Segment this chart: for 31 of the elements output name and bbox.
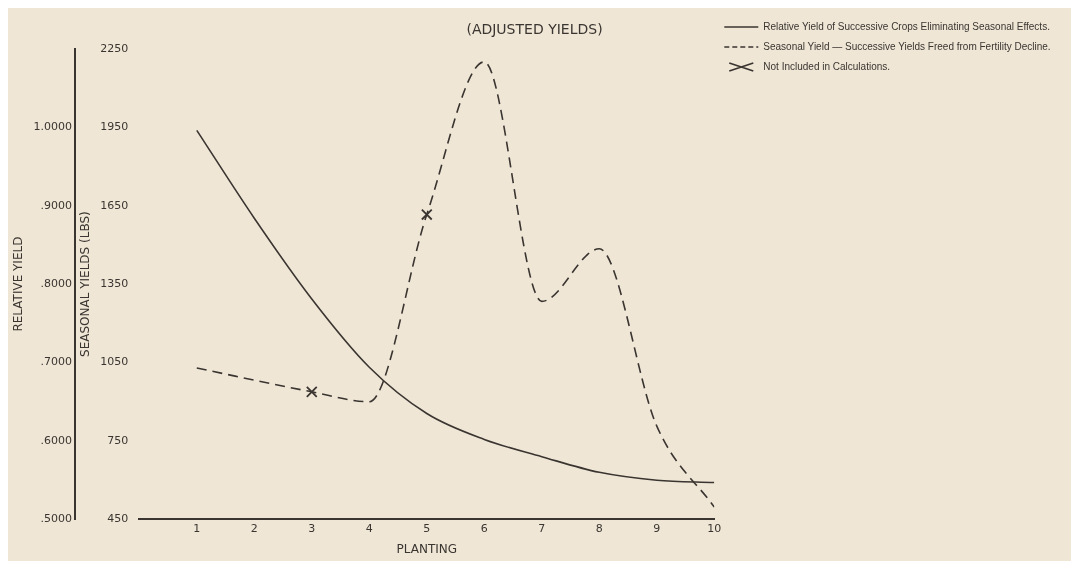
x-tick-label: 8: [595, 521, 603, 535]
y2-axis-title: SEASONAL YIELDS (LBS): [78, 211, 93, 357]
x-tick-label: 10: [707, 521, 722, 535]
y2-tick-label: 1650: [100, 198, 129, 212]
x-tick-label: 2: [250, 521, 258, 535]
y2-tick-label: 2250: [100, 41, 129, 55]
x-tick-label: 4: [365, 521, 373, 535]
y2-tick-label: 1350: [100, 276, 129, 290]
legend-label: Not Included in Calculations.: [763, 60, 891, 72]
x-tick-label: 6: [480, 521, 488, 535]
y-axis-title: RELATIVE YIELD: [11, 236, 26, 332]
x-tick-label: 7: [538, 521, 546, 535]
y-tick-label: .7000: [40, 355, 72, 369]
legend-label: Relative Yield of Successive Crops Eliminating Seasonal Effects.: [763, 20, 1050, 32]
x-tick-label: 5: [423, 521, 431, 535]
y2-tick-label: 1050: [100, 355, 129, 369]
legend-label: Seasonal Yield — Successive Yields Freed from Fertility Decline.: [763, 40, 1051, 52]
line-series: [195, 61, 715, 508]
x-axis-title: PLANTING: [396, 541, 458, 556]
y2-tick-label: 750: [107, 433, 129, 447]
y-tick-label: .6000: [40, 433, 72, 447]
y2-tick-label: 1950: [100, 120, 129, 134]
x-tick-label: 9: [653, 521, 661, 535]
x-tick-label: 1: [193, 521, 201, 535]
y-tick-label: .8000: [40, 276, 72, 290]
chart-title: (ADJUSTED YIELDS): [466, 21, 603, 38]
x-tick-label: 3: [308, 521, 316, 535]
y-tick-label: 1.0000: [33, 120, 72, 134]
y-tick-label: .5000: [40, 512, 72, 526]
y-tick-label: .9000: [40, 198, 72, 212]
y2-tick-label: 450: [107, 512, 129, 526]
